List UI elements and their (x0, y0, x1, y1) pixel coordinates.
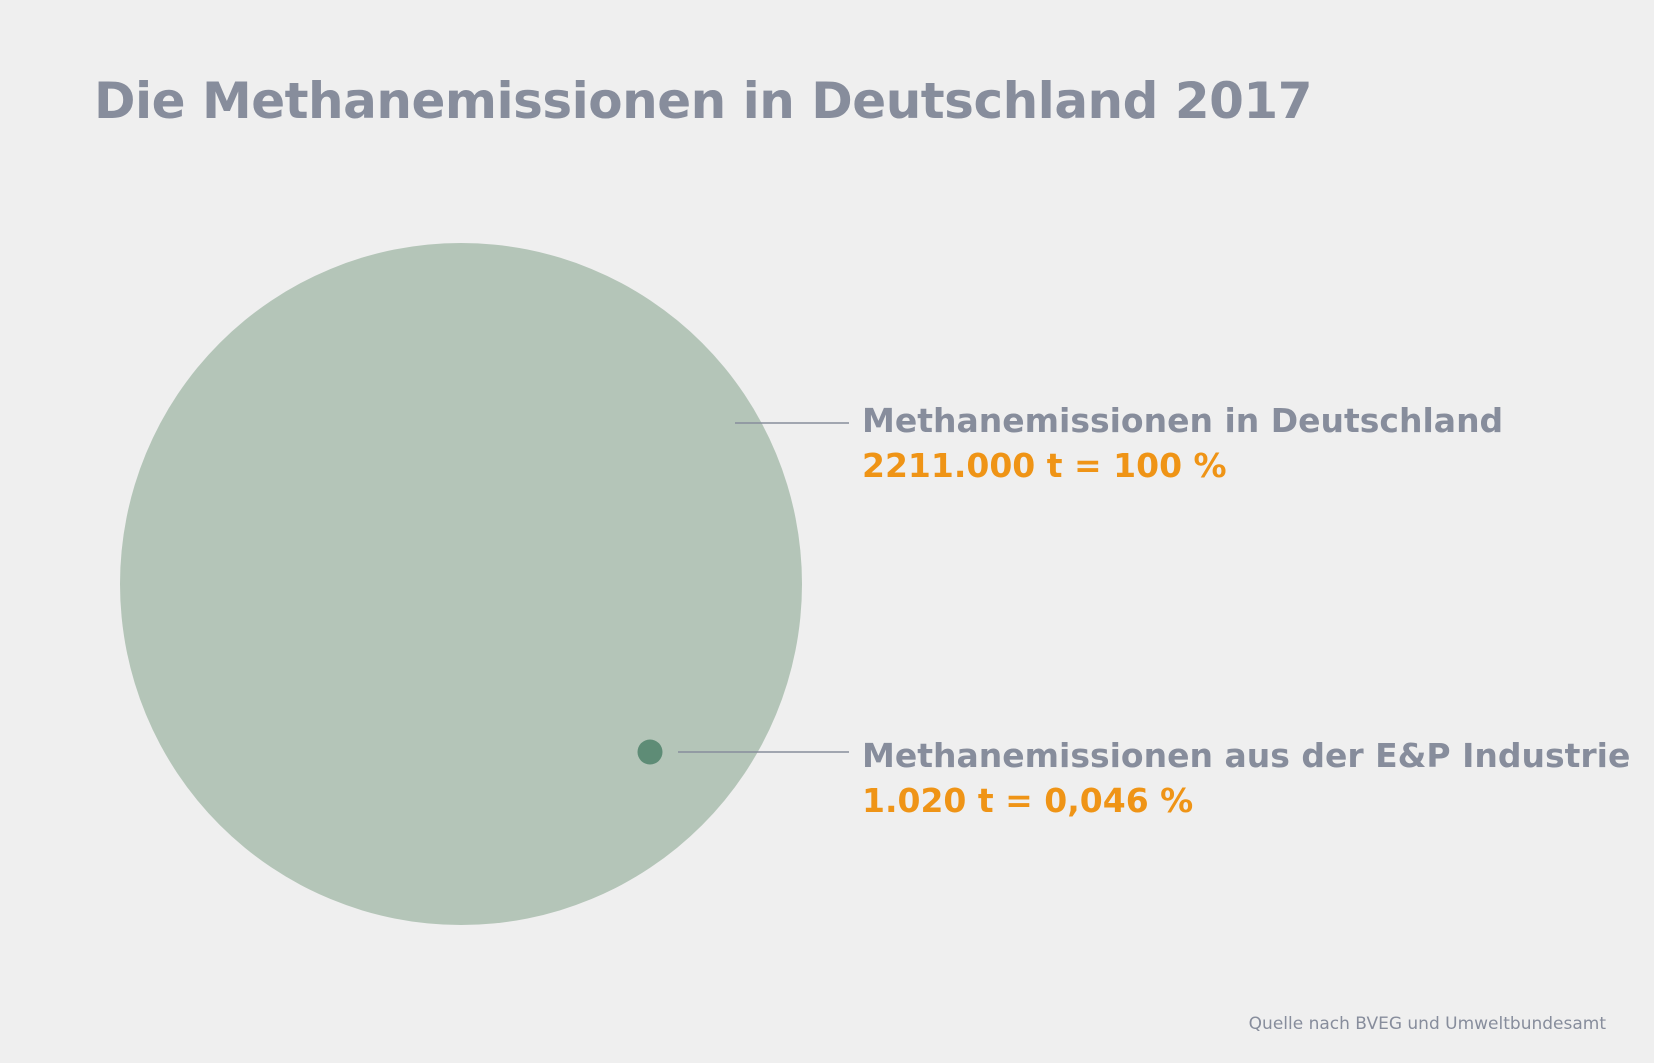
bubble-group (120, 243, 802, 925)
leader-lines (678, 422, 849, 753)
label-value-ep-industry: 1.020 t = 0,046 % (862, 781, 1193, 820)
source-note: Quelle nach BVEG und Umweltbundesamt (1248, 1014, 1606, 1034)
bubble-total (120, 243, 802, 925)
category-labels: Methanemissionen in Deutschland 2211.000 … (862, 401, 1630, 820)
label-name-ep-industry: Methanemissionen aus der E&P Industrie (862, 736, 1630, 775)
label-name-total: Methanemissionen in Deutschland (862, 401, 1503, 440)
label-value-total: 2211.000 t = 100 % (862, 446, 1227, 485)
chart-title: Die Methanemissionen in Deutschland 2017 (94, 72, 1313, 130)
bubble-ep-industry (637, 739, 663, 765)
